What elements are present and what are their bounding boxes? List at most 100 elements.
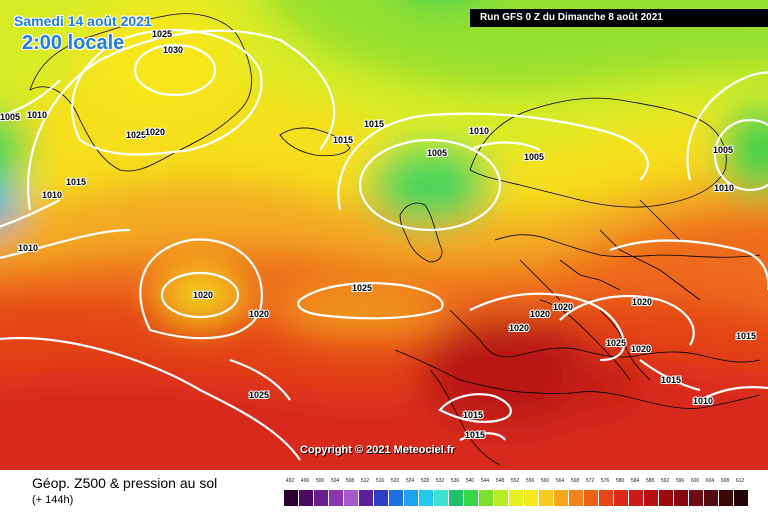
isobar-label: 1025 bbox=[352, 283, 372, 293]
map-title: Géop. Z500 & pression au sol bbox=[32, 475, 218, 491]
isobar-label: 1020 bbox=[193, 290, 213, 300]
isobar-label: 1015 bbox=[463, 410, 483, 420]
isobar-label: 1025 bbox=[249, 390, 269, 400]
isobar-label: 1020 bbox=[632, 297, 652, 307]
weather-map: 1025 1030 1005 1010 1025 1020 1015 1015 … bbox=[0, 0, 768, 470]
legend-tick-label: 556 bbox=[525, 478, 535, 484]
legend-tick-label: 600 bbox=[690, 478, 700, 484]
legend-swatch bbox=[479, 490, 493, 506]
legend-tick-label: 508 bbox=[345, 478, 355, 484]
legend-swatch bbox=[314, 490, 328, 506]
legend-swatch bbox=[629, 490, 643, 506]
coastlines bbox=[29, 13, 761, 466]
isobar-label: 1005 bbox=[524, 152, 544, 162]
legend-tick-label: 504 bbox=[330, 478, 340, 484]
legend-tick-label: 576 bbox=[600, 478, 610, 484]
legend-swatch bbox=[584, 490, 598, 506]
isobar-label: 1015 bbox=[333, 135, 353, 145]
legend-tick-label: 544 bbox=[480, 478, 490, 484]
isobar-label: 1015 bbox=[736, 331, 756, 341]
isobar-label: 1010 bbox=[469, 126, 489, 136]
isobar-label: 1025 bbox=[152, 29, 172, 39]
legend-tick-label: 596 bbox=[675, 478, 685, 484]
color-scale-legend: 492 496 500 504 508 512 516 520 524 528 532 536 540 5… bbox=[284, 478, 750, 508]
legend-swatch bbox=[674, 490, 688, 506]
legend-swatch bbox=[434, 490, 448, 506]
legend-swatch bbox=[704, 490, 718, 506]
legend-swatch bbox=[404, 490, 418, 506]
legend-tick-label: 520 bbox=[390, 478, 400, 484]
legend-tick-label: 568 bbox=[570, 478, 580, 484]
legend-tick-label: 496 bbox=[300, 478, 310, 484]
geopotential-field bbox=[0, 0, 768, 470]
legend-tick-label: 512 bbox=[360, 478, 370, 484]
isobar-label: 1005 bbox=[713, 145, 733, 155]
legend-swatch bbox=[344, 490, 358, 506]
isobars bbox=[0, 28, 768, 461]
legend-footer: Géop. Z500 & pression au sol (+ 144h) 49… bbox=[0, 470, 768, 512]
legend-tick-label: 584 bbox=[630, 478, 640, 484]
legend-tick-label: 516 bbox=[375, 478, 385, 484]
legend-tick-label: 552 bbox=[510, 478, 520, 484]
isobar-label: 1005 bbox=[0, 112, 20, 122]
legend-swatch bbox=[359, 490, 373, 506]
legend-swatch bbox=[389, 490, 403, 506]
legend-tick-label: 572 bbox=[585, 478, 595, 484]
legend-tick-label: 492 bbox=[285, 478, 295, 484]
legend-swatch bbox=[329, 490, 343, 506]
isobar-label: 1015 bbox=[661, 375, 681, 385]
legend-swatch bbox=[419, 490, 433, 506]
isobar-label: 1010 bbox=[27, 110, 47, 120]
legend-swatch bbox=[509, 490, 523, 506]
copyright-notice: Copyright © 2021 Meteociel.fr bbox=[300, 444, 455, 456]
legend-swatch bbox=[539, 490, 553, 506]
legend-swatch bbox=[284, 490, 298, 506]
legend-swatch bbox=[659, 490, 673, 506]
legend-swatch bbox=[494, 490, 508, 506]
isobar-label: 1020 bbox=[530, 309, 550, 319]
legend-swatch bbox=[299, 490, 313, 506]
isobar-label: 1020 bbox=[249, 309, 269, 319]
isobar-label: 1020 bbox=[145, 127, 165, 137]
legend-swatch bbox=[449, 490, 463, 506]
isobar-label: 1010 bbox=[42, 190, 62, 200]
legend-swatch bbox=[614, 490, 628, 506]
isobar-label: 1010 bbox=[714, 183, 734, 193]
map-canvas: 1025 1030 1005 1010 1025 1020 1015 1015 … bbox=[0, 0, 768, 470]
legend-tick-label: 532 bbox=[435, 478, 445, 484]
legend-tick-label: 612 bbox=[735, 478, 745, 484]
legend-swatch bbox=[644, 490, 658, 506]
legend-tick-label: 608 bbox=[720, 478, 730, 484]
isobar-label: 1005 bbox=[427, 148, 447, 158]
isobar-label: 1020 bbox=[631, 344, 651, 354]
isobar-label: 1025 bbox=[606, 338, 626, 348]
isobar-label: 1015 bbox=[364, 119, 384, 129]
legend-tick-label: 580 bbox=[615, 478, 625, 484]
legend-tick-label: 528 bbox=[420, 478, 430, 484]
forecast-time: 2:00 locale bbox=[22, 32, 125, 54]
legend-tick-label: 500 bbox=[315, 478, 325, 484]
isobar-label: 1010 bbox=[693, 396, 713, 406]
legend-tick-label: 604 bbox=[705, 478, 715, 484]
isobar-label: 1030 bbox=[163, 45, 183, 55]
legend-tick-label: 540 bbox=[465, 478, 475, 484]
legend-swatch bbox=[464, 490, 478, 506]
forecast-date: Samedi 14 août 2021 bbox=[14, 13, 152, 29]
isobar-label: 1020 bbox=[553, 302, 573, 312]
isobar-label: 1015 bbox=[66, 177, 86, 187]
legend-tick-label: 588 bbox=[645, 478, 655, 484]
run-info-banner: Run GFS 0 Z du Dimanche 8 août 2021 bbox=[470, 9, 768, 27]
legend-swatch bbox=[524, 490, 538, 506]
forecast-lead-time: (+ 144h) bbox=[32, 494, 74, 506]
legend-tick-label: 536 bbox=[450, 478, 460, 484]
legend-swatch bbox=[689, 490, 703, 506]
legend-swatch bbox=[599, 490, 613, 506]
legend-swatch bbox=[719, 490, 733, 506]
legend-tick-label: 560 bbox=[540, 478, 550, 484]
isobar-label: 1025 bbox=[126, 130, 146, 140]
isobar-label: 1010 bbox=[18, 243, 38, 253]
legend-tick-label: 524 bbox=[405, 478, 415, 484]
isobar-label: 1015 bbox=[465, 430, 485, 440]
legend-swatch bbox=[734, 490, 748, 506]
legend-tick-label: 592 bbox=[660, 478, 670, 484]
